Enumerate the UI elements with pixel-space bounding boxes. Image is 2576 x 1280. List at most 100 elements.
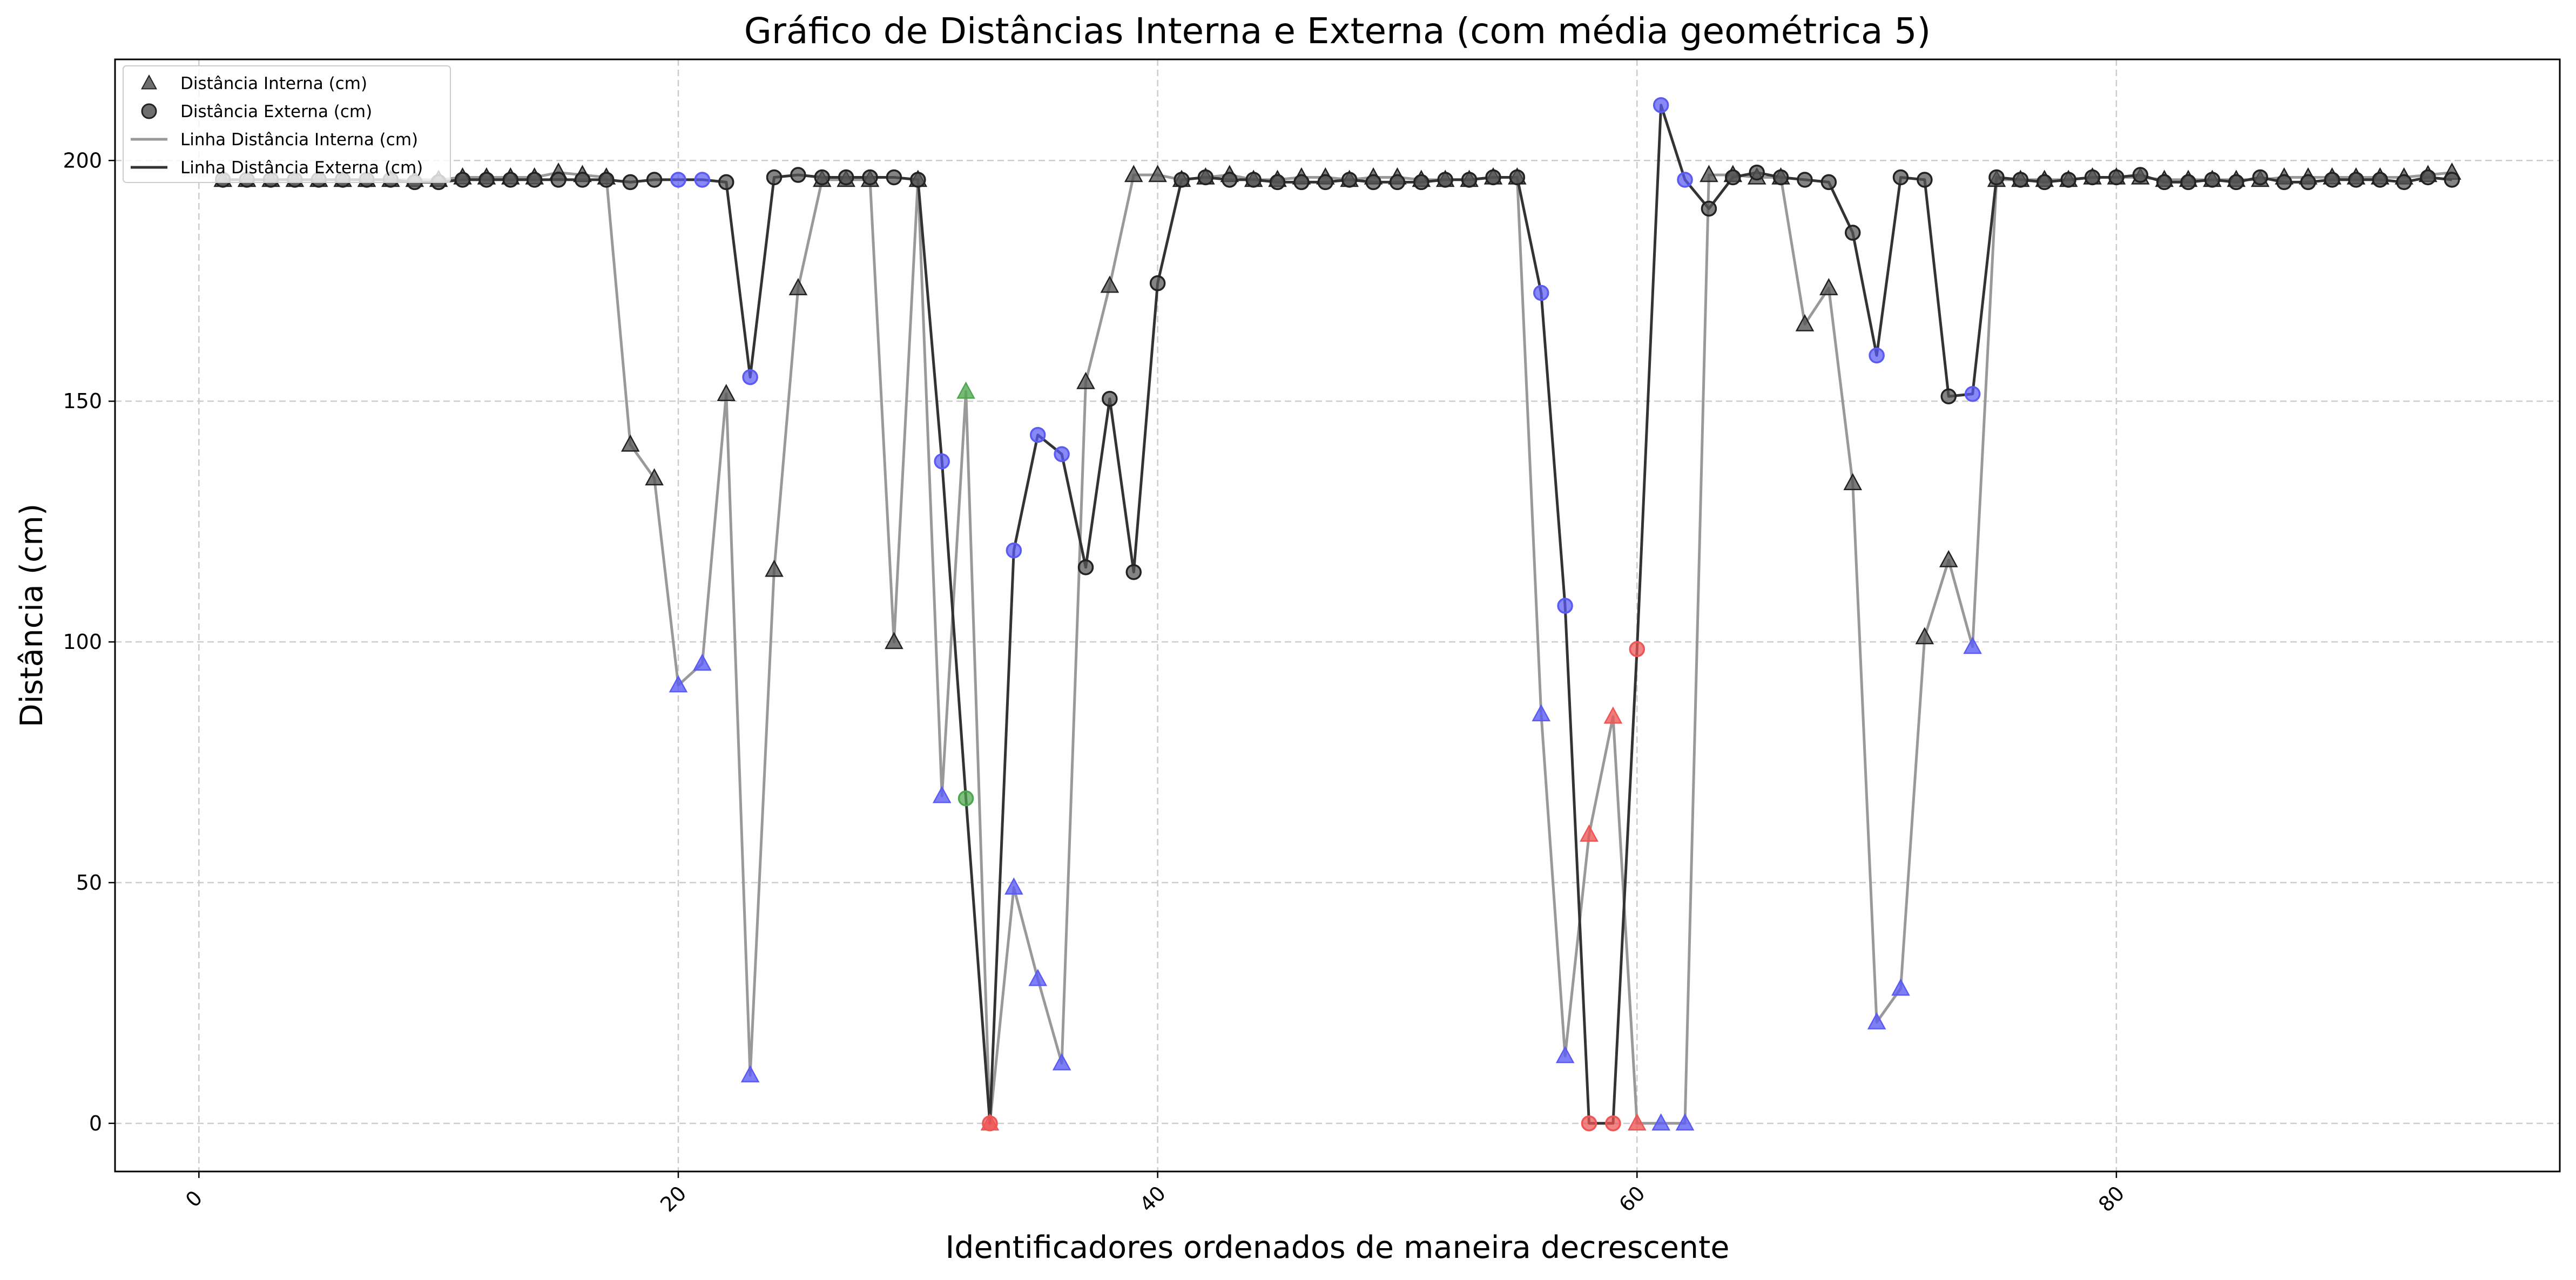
external-distance-point: [1772, 169, 1789, 186]
internal-distance-point: [669, 675, 688, 693]
internal-distance-point: [1124, 165, 1143, 182]
legend-item: Distância Externa (cm): [141, 102, 372, 121]
legend-item: Linha Distância Interna (cm): [131, 130, 418, 150]
external-distance-point: [718, 174, 734, 191]
legend-triangle-icon: [141, 74, 157, 90]
external-distance-point: [982, 1115, 998, 1132]
y-tick-label: 200: [63, 148, 102, 172]
legend-label: Linha Distância Externa (cm): [180, 158, 423, 178]
internal-distance-point: [1052, 1053, 1071, 1071]
plot-area-frame: [114, 58, 2561, 1173]
external-distance-point: [766, 169, 783, 186]
legend-circle-icon: [141, 103, 157, 119]
external-distance-point: [1245, 172, 1262, 188]
external-distance-point: [1509, 169, 1526, 186]
internal-distance-point: [1148, 165, 1167, 182]
internal-distance-point: [1963, 636, 1982, 654]
internal-distance-point: [1939, 550, 1958, 567]
external-distance-point: [1341, 172, 1358, 188]
chart-title: Gráfico de Distâncias Interna e Externa …: [744, 10, 1931, 52]
internal-distance-point: [1795, 314, 1815, 331]
internal-distance-point: [645, 468, 664, 486]
external-distance-point: [526, 172, 543, 188]
external-distance-line: [222, 104, 2452, 1125]
internal-distance-point: [765, 559, 784, 577]
internal-distance-point: [1915, 627, 1934, 645]
internal-distance-point: [1532, 704, 1551, 722]
internal-distance-point: [1603, 706, 1623, 724]
external-distance-point: [1029, 426, 1046, 443]
external-distance-point: [646, 172, 663, 188]
external-distance-point: [694, 172, 711, 188]
legend: Distância Interna (cm) Distância Externa …: [123, 65, 451, 183]
external-distance-point: [1653, 97, 1669, 113]
external-distance-point: [2420, 169, 2436, 186]
external-distance-point: [1557, 598, 1573, 614]
external-distance-point: [550, 172, 567, 188]
legend-box: [123, 65, 451, 183]
internal-distance-point: [693, 653, 712, 671]
y-tick-label: 150: [63, 389, 102, 413]
external-distance-point: [886, 169, 902, 186]
external-distance-point: [1269, 174, 1286, 191]
external-distance-point: [934, 453, 950, 470]
external-distance-point: [622, 174, 638, 191]
external-distance-point: [2036, 174, 2053, 191]
external-distance-point: [574, 172, 591, 188]
external-distance-point: [2204, 172, 2221, 188]
internal-distance-point: [1580, 824, 1599, 842]
legend-item: Linha Distância Externa (cm): [131, 158, 423, 178]
external-distance-point: [1797, 172, 1813, 188]
external-distance-point: [598, 172, 615, 188]
internal-distance-point: [1891, 978, 1910, 996]
external-distance-point: [742, 369, 758, 385]
external-distance-point: [1533, 285, 1549, 301]
y-tick-label: 100: [63, 630, 102, 654]
external-distance-point: [502, 172, 519, 188]
external-distance-point: [2348, 172, 2364, 188]
external-distance-point: [790, 167, 806, 183]
external-distance-point: [1581, 1115, 1597, 1132]
external-distance-point: [1293, 174, 1310, 191]
internal-distance-point: [1076, 371, 1095, 389]
external-distance-point: [2252, 169, 2268, 186]
external-distance-point: [1197, 169, 1214, 186]
external-distance-point: [957, 790, 974, 807]
x-axis-title: Identificadores ordenados de maneira dec…: [946, 1230, 1730, 1265]
external-distance-point: [2372, 172, 2388, 188]
external-distance-point: [454, 172, 471, 188]
external-distance-point: [1844, 225, 1861, 241]
external-distance-point: [910, 172, 926, 188]
external-distance-point: [1677, 172, 1693, 188]
legend-label: Linha Distância Interna (cm): [180, 130, 418, 150]
internal-distance-point: [1700, 165, 1718, 182]
external-distance-point: [1389, 174, 1406, 191]
internal-distance-point: [1867, 1012, 1886, 1030]
external-distance-point: [1940, 388, 1957, 404]
external-distance-point: [1174, 172, 1190, 188]
internal-distance-point: [1843, 473, 1863, 491]
external-distance-point: [1917, 172, 1933, 188]
external-distance-point: [2156, 174, 2173, 191]
internal-distance-point: [621, 434, 640, 452]
internal-distance-point: [717, 384, 736, 402]
external-distance-point: [2276, 174, 2292, 191]
internal-distance-point: [1100, 275, 1120, 293]
external-distance-point: [2324, 172, 2341, 188]
external-distance-point: [1006, 542, 1022, 559]
external-distance-point: [1102, 390, 1118, 407]
external-distance-point: [2108, 169, 2125, 186]
external-distance-point: [1077, 559, 1094, 575]
external-distance-point: [2132, 167, 2149, 183]
internal-distance-point: [956, 381, 975, 399]
external-distance-point: [1725, 169, 1741, 186]
external-distance-point: [478, 172, 495, 188]
external-distance-point: [838, 169, 854, 186]
legend-label: Distância Interna (cm): [180, 74, 367, 93]
external-distance-point: [1485, 169, 1501, 186]
external-line-layer: [222, 104, 2452, 1125]
external-distance-point: [1964, 386, 1981, 402]
grid-layer: [115, 59, 2560, 1171]
